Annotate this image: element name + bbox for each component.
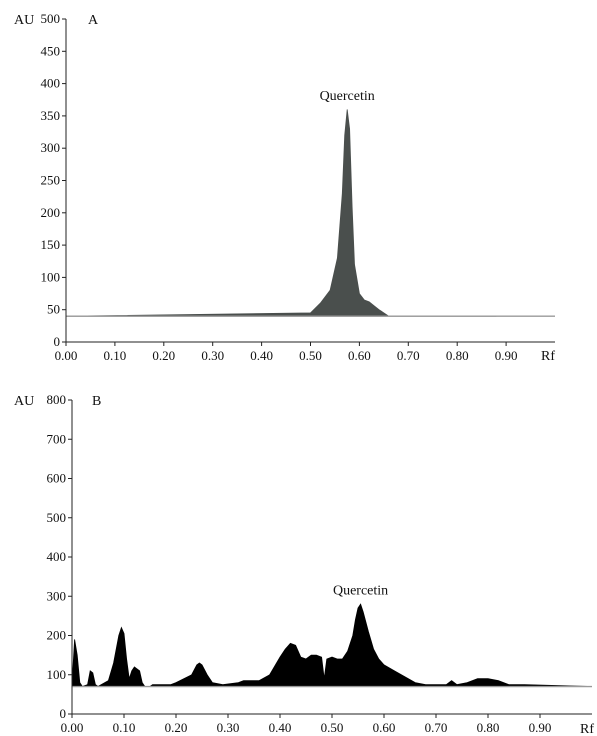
- x-tick-label: 0.00: [61, 720, 84, 735]
- y-tick-label: 150: [41, 237, 61, 252]
- y-tick-label: 450: [41, 43, 61, 58]
- y-tick-label: 600: [47, 471, 67, 486]
- x-tick-label: 0.30: [217, 720, 240, 735]
- y-tick-label: 400: [47, 549, 67, 564]
- x-tick-label: 0.40: [250, 348, 273, 363]
- chromatogram-trace: [71, 603, 593, 687]
- x-tick-label: 0.80: [477, 720, 500, 735]
- panel-label: B: [92, 394, 101, 409]
- y-tick-label: 500: [41, 11, 61, 26]
- x-tick-label: 0.70: [397, 348, 420, 363]
- x-axis-label: Rf: [580, 722, 594, 736]
- x-tick-label: 0.20: [165, 720, 188, 735]
- y-tick-label: 350: [41, 108, 61, 123]
- y-tick-label: 0: [60, 706, 67, 721]
- x-tick-label: 0.10: [104, 348, 127, 363]
- panel-label: A: [88, 13, 99, 28]
- y-tick-label: 50: [47, 302, 60, 317]
- y-tick-label: 100: [47, 667, 67, 682]
- y-tick-label: 250: [41, 173, 61, 188]
- y-tick-label: 300: [47, 588, 67, 603]
- y-tick-label: 200: [47, 628, 67, 643]
- x-tick-label: 0.50: [321, 720, 344, 735]
- y-axis-label: AU: [14, 13, 34, 28]
- y-tick-label: 200: [41, 205, 61, 220]
- x-tick-label: 0.60: [348, 348, 371, 363]
- x-axis-label: Rf: [541, 349, 555, 364]
- y-tick-label: 500: [47, 510, 67, 525]
- peak-annotation-quercetin: Quercetin: [333, 583, 388, 598]
- y-tick-label: 800: [47, 392, 67, 407]
- y-tick-label: 700: [47, 431, 67, 446]
- chart-panel-a: 0 50 100 150 200 250 300 350 400 450 500 0.00 0.10 0.…: [14, 11, 555, 364]
- x-tick-label: 0.60: [373, 720, 396, 735]
- y-tick-label: 300: [41, 140, 61, 155]
- y-tick-label: 100: [41, 269, 61, 284]
- y-tick-label: 400: [41, 76, 61, 91]
- x-tick-label: 0.80: [446, 348, 469, 363]
- peak-annotation-quercetin: Quercetin: [320, 89, 375, 104]
- x-tick-label: 0.10: [113, 720, 136, 735]
- x-tick-label: 0.40: [269, 720, 292, 735]
- y-axis-label: AU: [14, 394, 34, 409]
- x-tick-label: 0.70: [425, 720, 448, 735]
- chromatogram-trace: [65, 109, 497, 317]
- x-tick-label: 0.50: [299, 348, 322, 363]
- x-tick-label: 0.20: [152, 348, 175, 363]
- x-tick-label: 0.90: [495, 348, 518, 363]
- chart-panel-b: 0 100 200 300 400 500 600 700 800 0.00 0.10 0.20 0.3…: [14, 392, 594, 736]
- x-tick-label: 0.90: [529, 720, 552, 735]
- x-tick-label: 0.00: [55, 348, 78, 363]
- x-tick-label: 0.30: [201, 348, 224, 363]
- y-tick-label: 0: [54, 334, 61, 349]
